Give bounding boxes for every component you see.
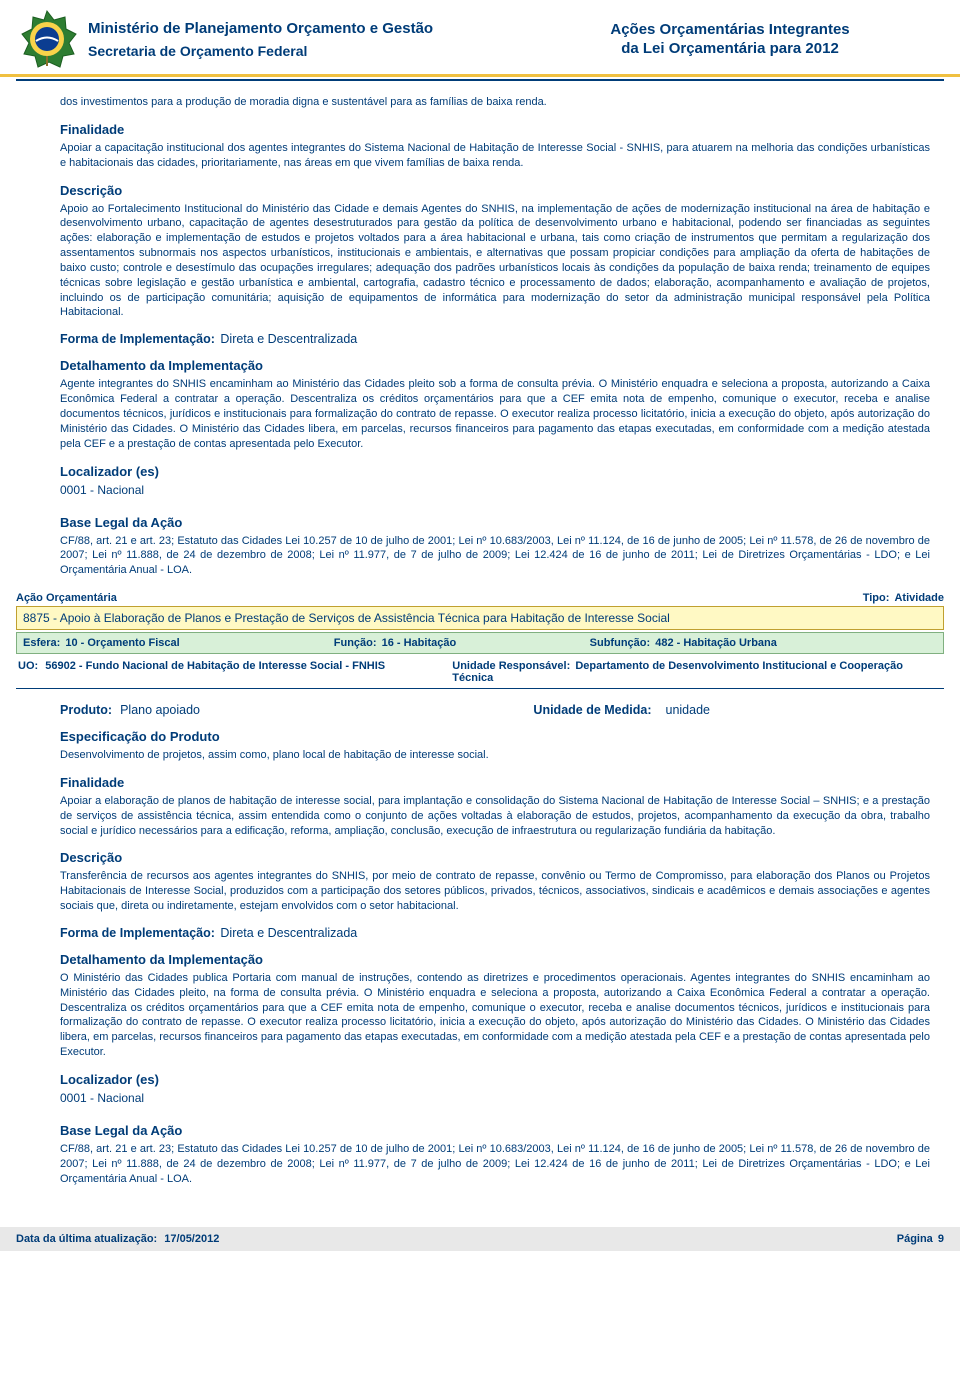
finalidade2-text: Apoiar a elaboração de planos de habitaç… (60, 794, 930, 839)
page-footer: Data da última atualização: 17/05/2012 P… (0, 1227, 960, 1251)
descricao-text: Apoio ao Fortalecimento Institucional do… (60, 202, 930, 321)
subfuncao-cell: Subfunção: 482 - Habitação Urbana (590, 637, 937, 649)
esfera-funcao-row: Esfera: 10 - Orçamento Fiscal Função: 16… (16, 632, 944, 654)
footer-page-value: 9 (938, 1233, 944, 1245)
detalhamento2-text: O Ministério das Cidades publica Portari… (60, 971, 930, 1060)
tipo-label: Tipo: (863, 592, 890, 604)
uo-row: UO: 56902 - Fundo Nacional de Habitação … (16, 656, 944, 689)
ministry-name: Ministério de Planejamento Orçamento e G… (88, 20, 516, 37)
produto-label: Produto: (60, 703, 112, 717)
funcao-value: 16 - Habitação (382, 637, 457, 649)
detalhamento-text: Agente integrantes do SNHIS encaminham a… (60, 377, 930, 451)
detalhamento-heading: Detalhamento da Implementação (60, 358, 930, 373)
doc-title-line2: da Lei Orçamentária para 2012 (516, 39, 944, 59)
uo-cell: UO: 56902 - Fundo Nacional de Habitação … (18, 660, 452, 684)
forma-label: Forma de Implementação: (60, 332, 215, 346)
secretary-name: Secretaria de Orçamento Federal (88, 43, 516, 59)
footer-date: Data da última atualização: 17/05/2012 (16, 1233, 219, 1245)
uo-value: 56902 - Fundo Nacional de Habitação de I… (45, 660, 385, 672)
especificacao-heading: Especificação do Produto (60, 729, 930, 744)
forma-value: Direta e Descentralizada (220, 332, 357, 346)
acao-label: Ação Orçamentária (16, 592, 117, 604)
forma2-implementacao: Forma de Implementação: Direta e Descent… (60, 926, 930, 940)
esfera-value: 10 - Orçamento Fiscal (65, 637, 179, 649)
localizador2-heading: Localizador (es) (60, 1072, 930, 1087)
subfuncao-label: Subfunção: (590, 637, 651, 649)
esfera-label: Esfera: (23, 637, 60, 649)
finalidade-text: Apoiar a capacitação institucional dos a… (60, 141, 930, 171)
page-header: Ministério de Planejamento Orçamento e G… (0, 0, 960, 77)
produto-value: Plano apoiado (120, 703, 200, 717)
header-left: Ministério de Planejamento Orçamento e G… (88, 20, 516, 59)
funcao-label: Função: (334, 637, 377, 649)
forma2-label: Forma de Implementação: (60, 926, 215, 940)
uo-label: UO: (18, 660, 38, 672)
localizador-heading: Localizador (es) (60, 464, 930, 479)
especificacao-text: Desenvolvimento de projetos, assim como,… (60, 748, 930, 763)
intro-text: dos investimentos para a produção de mor… (60, 95, 930, 110)
unidade-medida-label: Unidade de Medida: (533, 703, 651, 717)
doc-title-line1: Ações Orçamentárias Integrantes (516, 20, 944, 40)
footer-date-label: Data da última atualização: (16, 1233, 157, 1245)
acao-title-bar: 8875 - Apoio à Elaboração de Planos e Pr… (16, 606, 944, 630)
header-right: Ações Orçamentárias Integrantes da Lei O… (516, 20, 944, 59)
base-legal-heading: Base Legal da Ação (60, 515, 930, 530)
base-legal-text: CF/88, art. 21 e art. 23; Estatuto das C… (60, 534, 930, 579)
detalhamento2-heading: Detalhamento da Implementação (60, 952, 930, 967)
localizador-value: 0001 - Nacional (60, 483, 930, 497)
unidade-responsavel-cell: Unidade Responsável: Departamento de Des… (452, 660, 942, 684)
acao-orcamentaria-row: Ação Orçamentária Tipo: Atividade (16, 590, 944, 606)
localizador2-value: 0001 - Nacional (60, 1091, 930, 1105)
tipo-value: Atividade (894, 592, 944, 604)
tipo-cell: Tipo: Atividade (863, 592, 944, 604)
descricao-heading: Descrição (60, 183, 930, 198)
base-legal2-heading: Base Legal da Ação (60, 1123, 930, 1138)
esfera-cell: Esfera: 10 - Orçamento Fiscal (23, 637, 334, 649)
descricao2-text: Transferência de recursos aos agentes in… (60, 869, 930, 914)
finalidade2-heading: Finalidade (60, 775, 930, 790)
finalidade-heading: Finalidade (60, 122, 930, 137)
descricao2-heading: Descrição (60, 850, 930, 865)
brasil-coat-of-arms-icon (16, 8, 78, 70)
footer-date-value: 17/05/2012 (164, 1233, 219, 1245)
forma2-value: Direta e Descentralizada (220, 926, 357, 940)
subfuncao-value: 482 - Habitação Urbana (655, 637, 777, 649)
unidade-medida-value: unidade (666, 703, 711, 717)
funcao-cell: Função: 16 - Habitação (334, 637, 590, 649)
footer-page-label: Página (897, 1233, 933, 1245)
unidade-resp-label: Unidade Responsável: (452, 660, 570, 672)
forma-implementacao: Forma de Implementação: Direta e Descent… (60, 332, 930, 346)
produto-row: Produto: Plano apoiado Unidade de Medida… (60, 703, 930, 717)
footer-page: Página 9 (897, 1233, 944, 1245)
base-legal2-text: CF/88, art. 21 e art. 23; Estatuto das C… (60, 1142, 930, 1187)
